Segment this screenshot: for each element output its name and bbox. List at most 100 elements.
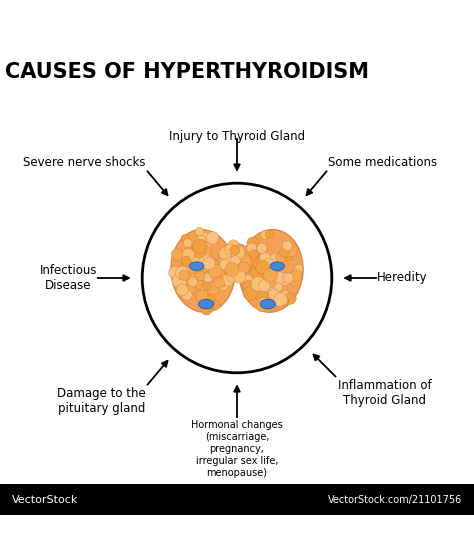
Circle shape (257, 243, 267, 254)
Circle shape (191, 255, 204, 269)
Circle shape (169, 266, 181, 279)
Circle shape (282, 241, 292, 251)
Circle shape (223, 265, 232, 274)
Circle shape (196, 271, 205, 281)
Circle shape (201, 269, 216, 282)
Ellipse shape (199, 299, 214, 309)
Text: Some medications: Some medications (328, 156, 438, 169)
Circle shape (218, 280, 228, 290)
Circle shape (202, 282, 211, 291)
Ellipse shape (270, 262, 284, 270)
Circle shape (199, 254, 213, 268)
Circle shape (256, 261, 270, 275)
Circle shape (224, 257, 237, 270)
Circle shape (196, 235, 206, 245)
Circle shape (237, 254, 252, 269)
Circle shape (283, 272, 295, 285)
Circle shape (191, 252, 204, 265)
Circle shape (183, 239, 192, 247)
Circle shape (242, 281, 254, 292)
Circle shape (243, 251, 258, 266)
Circle shape (202, 257, 215, 270)
Circle shape (261, 230, 270, 239)
Circle shape (259, 296, 270, 307)
Circle shape (195, 227, 204, 236)
Circle shape (249, 250, 258, 259)
Circle shape (142, 183, 332, 373)
Circle shape (176, 251, 188, 263)
Circle shape (182, 256, 191, 266)
Circle shape (225, 244, 236, 255)
Circle shape (176, 284, 188, 296)
Circle shape (287, 271, 302, 286)
Circle shape (196, 290, 208, 302)
Circle shape (233, 271, 246, 283)
Circle shape (191, 250, 202, 261)
Circle shape (256, 260, 271, 275)
Circle shape (198, 242, 211, 255)
Circle shape (206, 232, 219, 244)
Circle shape (273, 272, 286, 284)
Circle shape (207, 265, 219, 277)
Circle shape (259, 252, 271, 263)
Circle shape (278, 272, 292, 286)
Circle shape (191, 243, 206, 258)
Circle shape (254, 257, 267, 271)
Circle shape (191, 244, 206, 258)
Circle shape (224, 261, 233, 271)
Circle shape (265, 230, 274, 239)
Circle shape (284, 292, 296, 304)
Circle shape (281, 290, 289, 299)
Circle shape (268, 275, 279, 285)
Circle shape (212, 273, 221, 282)
Text: Heredity: Heredity (377, 271, 428, 285)
Circle shape (243, 286, 258, 301)
Circle shape (249, 281, 261, 293)
Circle shape (265, 270, 280, 284)
Circle shape (181, 234, 191, 244)
Text: VectorStock.com/21101756: VectorStock.com/21101756 (328, 495, 462, 505)
Circle shape (230, 245, 240, 255)
Circle shape (194, 245, 206, 257)
Ellipse shape (190, 262, 204, 270)
Circle shape (208, 264, 222, 278)
Circle shape (181, 289, 192, 300)
Circle shape (246, 243, 256, 253)
Circle shape (201, 294, 215, 307)
Circle shape (247, 237, 259, 249)
Circle shape (198, 267, 211, 281)
Circle shape (274, 272, 283, 281)
Circle shape (201, 304, 212, 315)
Circle shape (180, 266, 194, 280)
Circle shape (283, 272, 293, 283)
Text: Severe nerve shocks: Severe nerve shocks (23, 156, 146, 169)
Circle shape (273, 292, 287, 306)
Circle shape (201, 283, 211, 294)
Circle shape (284, 243, 298, 257)
Circle shape (206, 259, 220, 273)
Circle shape (278, 296, 289, 306)
Circle shape (263, 269, 277, 282)
Circle shape (222, 274, 234, 286)
Circle shape (268, 284, 281, 297)
Text: Infectious
Disease: Infectious Disease (40, 264, 97, 292)
Circle shape (256, 301, 267, 312)
Circle shape (188, 277, 198, 287)
Circle shape (274, 282, 283, 291)
Ellipse shape (239, 230, 303, 312)
Circle shape (255, 261, 269, 275)
Circle shape (217, 273, 230, 286)
Circle shape (269, 253, 282, 266)
Circle shape (211, 301, 220, 310)
Circle shape (251, 276, 266, 291)
Circle shape (294, 264, 303, 273)
Circle shape (194, 276, 209, 290)
Circle shape (179, 270, 190, 281)
Circle shape (267, 300, 277, 310)
Circle shape (193, 239, 207, 254)
Circle shape (268, 289, 280, 300)
Text: VectorStock: VectorStock (12, 495, 78, 505)
Circle shape (283, 250, 293, 261)
Circle shape (214, 277, 225, 288)
Text: Damage to the
pituitary gland: Damage to the pituitary gland (57, 387, 146, 415)
